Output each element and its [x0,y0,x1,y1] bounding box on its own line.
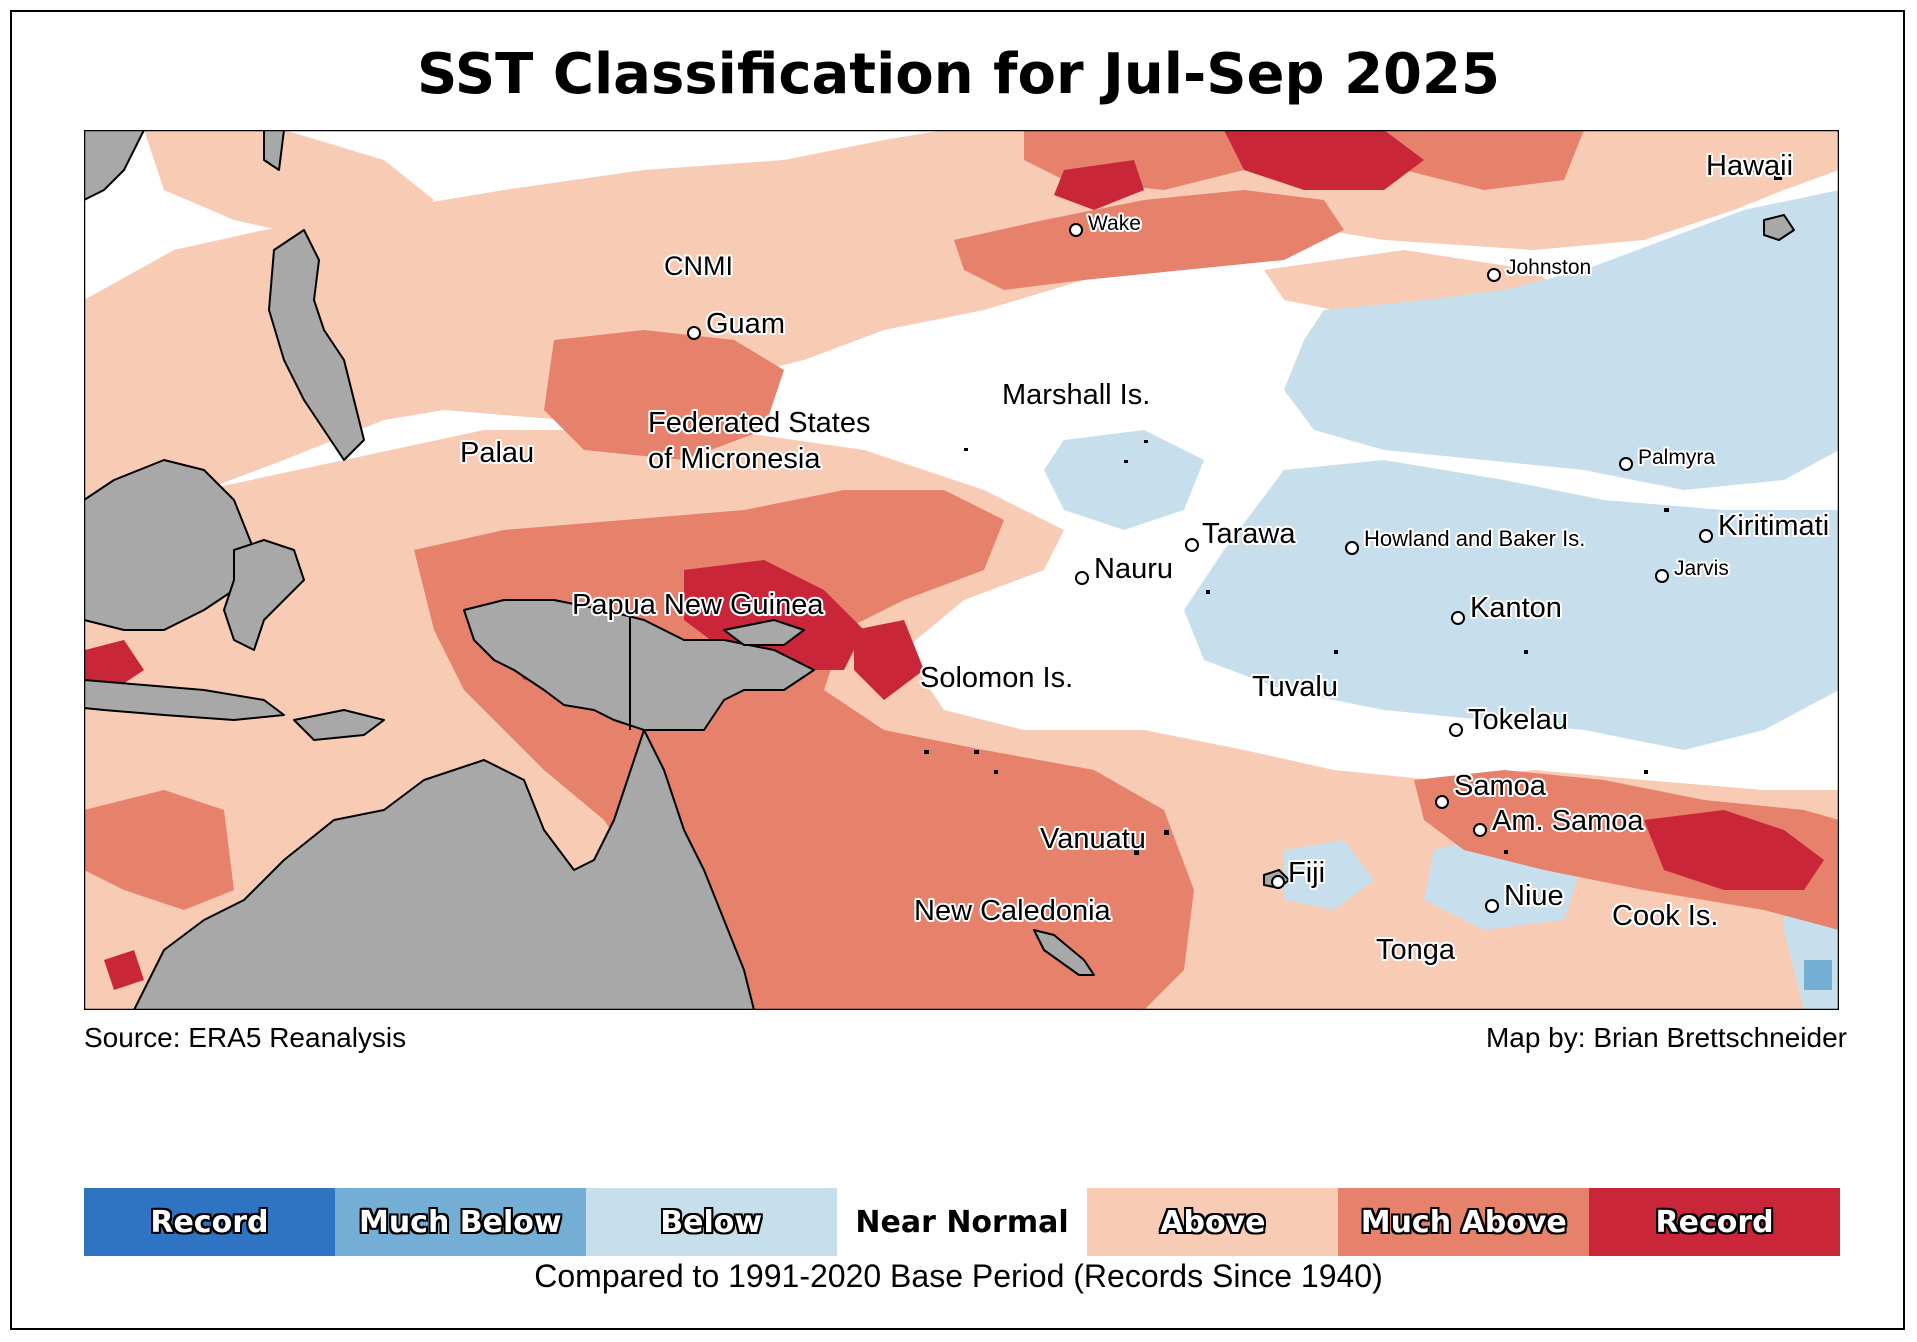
label-marshall: Marshall Is. [1002,379,1150,411]
much-below-patch [1804,960,1832,990]
label-niue: Niue [1504,880,1564,912]
label-new-caledonia: New Caledonia [914,895,1112,927]
map-border [84,130,1839,1010]
am-samoa-marker [1473,823,1487,837]
legend-item-5: Much Above [1338,1188,1590,1256]
label-tuvalu: Tuvalu [1252,671,1338,703]
label-palmyra: Palmyra [1638,446,1715,469]
java-land [84,679,285,721]
label-wake: Wake [1088,212,1141,235]
jarvis-marker [1655,569,1669,583]
wake-marker [1069,223,1083,237]
label-tonga: Tonga [1376,934,1456,966]
niue-marker [1485,899,1499,913]
map-canvas: Wake Hawaii Johnston CNMI Guam Marshall … [84,130,1839,1010]
asia-corner-land [84,130,145,201]
kanton-marker [1451,611,1465,625]
label-guam: Guam [706,308,785,340]
label-hawaii: Hawaii [1706,150,1793,182]
tokelau-marker [1449,723,1463,737]
taiwan-land [263,130,285,171]
label-cnmi: CNMI [664,251,733,281]
palmyra-marker [1619,457,1633,471]
source-note: Source: ERA5 Reanalysis [84,1022,407,1053]
legend-item-2: Below [585,1188,837,1256]
base-period-note: Compared to 1991-2020 Base Period (Recor… [534,1258,1383,1294]
label-solomon: Solomon Is. [920,662,1073,694]
station-markers [687,223,1713,913]
sulawesi-land [223,539,305,651]
label-palau: Palau [460,437,534,469]
kiritimati-marker [1699,529,1713,543]
samoa-marker [1435,795,1449,809]
map-title: SST Classification for Jul-Sep 2025 [417,42,1500,107]
australia-land [133,729,755,1010]
label-howland: Howland and Baker Is. [1364,526,1585,551]
label-fiji: Fiji [1288,857,1325,889]
fiji-marker [1271,875,1285,889]
nauru-marker [1075,571,1089,585]
label-vanuatu: Vanuatu [1040,823,1146,855]
label-png: Papua New Guinea [572,589,824,621]
label-jarvis: Jarvis [1674,557,1729,580]
legend-item-6: Record [1589,1188,1841,1256]
place-labels: Wake Hawaii Johnston CNMI Guam Marshall … [458,148,1831,968]
label-am-samoa: Am. Samoa [1492,805,1644,837]
legend-item-0: Record [84,1188,335,1256]
island-specks [924,168,1782,855]
howland-marker [1345,541,1359,555]
label-fsm-line2: of Micronesia [648,443,821,475]
label-tarawa: Tarawa [1202,518,1296,550]
label-kanton: Kanton [1470,592,1562,624]
hawaii-island-land [1763,214,1795,241]
johnston-marker [1487,268,1501,282]
legend-item-3: Near Normal [836,1188,1088,1256]
legend-item-1: Much Below [334,1188,586,1256]
label-fsm-line1: Federated States [648,407,870,439]
new-caledonia-land [1033,929,1095,976]
label-nauru: Nauru [1094,553,1173,585]
legend-item-4: Above [1087,1188,1339,1256]
label-johnston: Johnston [1506,256,1591,279]
philippines-land [268,229,365,461]
label-cook: Cook Is. [1612,900,1718,932]
label-samoa: Samoa [1454,770,1547,802]
label-kiritimati: Kiritimati [1718,510,1829,542]
guam-marker [687,326,701,340]
land-masses [84,130,1795,1010]
label-tokelau: Tokelau [1468,704,1568,736]
credit-note: Map by: Brian Brettschneider [1485,1022,1847,1053]
sst-map: Wake Hawaii Johnston CNMI Guam Marshall … [84,130,1839,1010]
tarawa-marker [1185,538,1199,552]
timor-land [293,709,385,741]
new-britain-land [723,619,805,646]
legend-bar: Record Much Below Below Near Normal Above Muc… [84,1188,1841,1256]
